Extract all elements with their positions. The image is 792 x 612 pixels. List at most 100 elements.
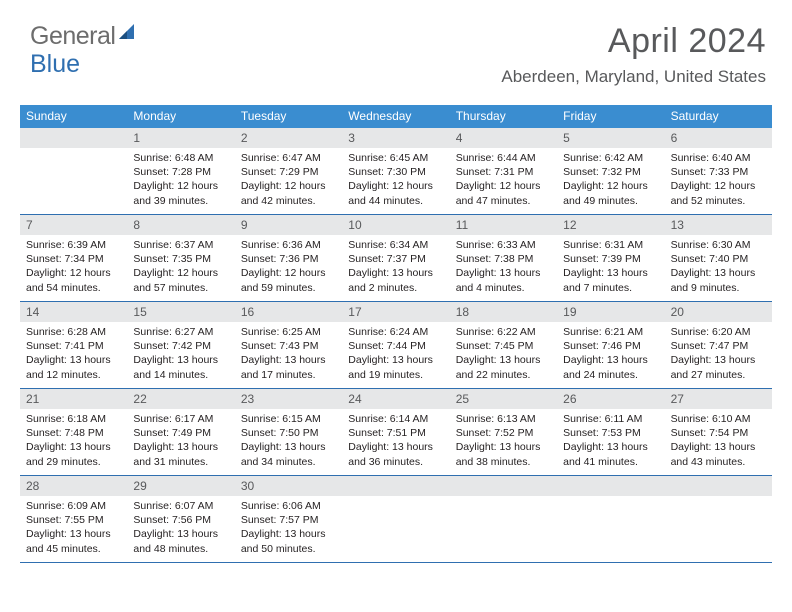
day-number: 16 xyxy=(235,302,342,322)
calendar-day: 10Sunrise: 6:34 AMSunset: 7:37 PMDayligh… xyxy=(342,215,449,301)
daylight-line: Daylight: 13 hours and 36 minutes. xyxy=(348,440,443,468)
day-details: Sunrise: 6:30 AMSunset: 7:40 PMDaylight:… xyxy=(665,235,772,301)
day-details: Sunrise: 6:09 AMSunset: 7:55 PMDaylight:… xyxy=(20,496,127,562)
calendar-day: 30Sunrise: 6:06 AMSunset: 7:57 PMDayligh… xyxy=(235,476,342,562)
day-number: 25 xyxy=(450,389,557,409)
calendar-day: 20Sunrise: 6:20 AMSunset: 7:47 PMDayligh… xyxy=(665,302,772,388)
day-number: 12 xyxy=(557,215,664,235)
daylight-line: Daylight: 13 hours and 45 minutes. xyxy=(26,527,121,555)
day-number: 22 xyxy=(127,389,234,409)
day-number: 27 xyxy=(665,389,772,409)
sunset-line: Sunset: 7:32 PM xyxy=(563,165,658,179)
day-number: 23 xyxy=(235,389,342,409)
calendar-day: 14Sunrise: 6:28 AMSunset: 7:41 PMDayligh… xyxy=(20,302,127,388)
sunrise-line: Sunrise: 6:40 AM xyxy=(671,151,766,165)
day-number: 2 xyxy=(235,128,342,148)
sunset-line: Sunset: 7:33 PM xyxy=(671,165,766,179)
weekday-header: Wednesday xyxy=(342,105,449,128)
day-details: Sunrise: 6:37 AMSunset: 7:35 PMDaylight:… xyxy=(127,235,234,301)
sunrise-line: Sunrise: 6:11 AM xyxy=(563,412,658,426)
day-details: Sunrise: 6:39 AMSunset: 7:34 PMDaylight:… xyxy=(20,235,127,301)
day-details: Sunrise: 6:45 AMSunset: 7:30 PMDaylight:… xyxy=(342,148,449,214)
daylight-line: Daylight: 13 hours and 24 minutes. xyxy=(563,353,658,381)
daylight-line: Daylight: 13 hours and 29 minutes. xyxy=(26,440,121,468)
calendar-day: 22Sunrise: 6:17 AMSunset: 7:49 PMDayligh… xyxy=(127,389,234,475)
title-block: April 2024 Aberdeen, Maryland, United St… xyxy=(501,22,766,87)
day-details xyxy=(20,148,127,208)
logo-sail-icon xyxy=(117,22,139,44)
daylight-line: Daylight: 12 hours and 49 minutes. xyxy=(563,179,658,207)
sunset-line: Sunset: 7:31 PM xyxy=(456,165,551,179)
calendar-day: 15Sunrise: 6:27 AMSunset: 7:42 PMDayligh… xyxy=(127,302,234,388)
sunset-line: Sunset: 7:38 PM xyxy=(456,252,551,266)
sunrise-line: Sunrise: 6:17 AM xyxy=(133,412,228,426)
calendar-day: 8Sunrise: 6:37 AMSunset: 7:35 PMDaylight… xyxy=(127,215,234,301)
calendar-day: 21Sunrise: 6:18 AMSunset: 7:48 PMDayligh… xyxy=(20,389,127,475)
day-number xyxy=(665,476,772,496)
header: General April 2024 Aberdeen, Maryland, U… xyxy=(0,0,792,91)
sunset-line: Sunset: 7:28 PM xyxy=(133,165,228,179)
weekday-header: Sunday xyxy=(20,105,127,128)
sunset-line: Sunset: 7:36 PM xyxy=(241,252,336,266)
day-number xyxy=(450,476,557,496)
daylight-line: Daylight: 13 hours and 19 minutes. xyxy=(348,353,443,381)
calendar-day: 28Sunrise: 6:09 AMSunset: 7:55 PMDayligh… xyxy=(20,476,127,562)
sunset-line: Sunset: 7:56 PM xyxy=(133,513,228,527)
day-details xyxy=(450,496,557,556)
sunrise-line: Sunrise: 6:39 AM xyxy=(26,238,121,252)
daylight-line: Daylight: 13 hours and 34 minutes. xyxy=(241,440,336,468)
sunset-line: Sunset: 7:48 PM xyxy=(26,426,121,440)
sunset-line: Sunset: 7:55 PM xyxy=(26,513,121,527)
location-label: Aberdeen, Maryland, United States xyxy=(501,67,766,87)
sunset-line: Sunset: 7:49 PM xyxy=(133,426,228,440)
sunset-line: Sunset: 7:45 PM xyxy=(456,339,551,353)
week-row: 1Sunrise: 6:48 AMSunset: 7:28 PMDaylight… xyxy=(20,128,772,215)
weekday-header: Thursday xyxy=(450,105,557,128)
daylight-line: Daylight: 13 hours and 22 minutes. xyxy=(456,353,551,381)
day-number: 10 xyxy=(342,215,449,235)
sunrise-line: Sunrise: 6:28 AM xyxy=(26,325,121,339)
calendar-day: 18Sunrise: 6:22 AMSunset: 7:45 PMDayligh… xyxy=(450,302,557,388)
day-details: Sunrise: 6:27 AMSunset: 7:42 PMDaylight:… xyxy=(127,322,234,388)
sunrise-line: Sunrise: 6:06 AM xyxy=(241,499,336,513)
calendar-day-empty xyxy=(450,476,557,562)
day-number xyxy=(557,476,664,496)
sunset-line: Sunset: 7:42 PM xyxy=(133,339,228,353)
weekday-header: Friday xyxy=(557,105,664,128)
daylight-line: Daylight: 13 hours and 50 minutes. xyxy=(241,527,336,555)
week-row: 28Sunrise: 6:09 AMSunset: 7:55 PMDayligh… xyxy=(20,476,772,563)
calendar-day: 6Sunrise: 6:40 AMSunset: 7:33 PMDaylight… xyxy=(665,128,772,214)
calendar-day: 19Sunrise: 6:21 AMSunset: 7:46 PMDayligh… xyxy=(557,302,664,388)
sunrise-line: Sunrise: 6:13 AM xyxy=(456,412,551,426)
sunrise-line: Sunrise: 6:15 AM xyxy=(241,412,336,426)
sunrise-line: Sunrise: 6:22 AM xyxy=(456,325,551,339)
sunrise-line: Sunrise: 6:47 AM xyxy=(241,151,336,165)
calendar-day: 5Sunrise: 6:42 AMSunset: 7:32 PMDaylight… xyxy=(557,128,664,214)
daylight-line: Daylight: 13 hours and 14 minutes. xyxy=(133,353,228,381)
sunrise-line: Sunrise: 6:10 AM xyxy=(671,412,766,426)
daylight-line: Daylight: 13 hours and 12 minutes. xyxy=(26,353,121,381)
calendar-day-empty xyxy=(665,476,772,562)
sunrise-line: Sunrise: 6:25 AM xyxy=(241,325,336,339)
calendar-day: 16Sunrise: 6:25 AMSunset: 7:43 PMDayligh… xyxy=(235,302,342,388)
calendar-day: 13Sunrise: 6:30 AMSunset: 7:40 PMDayligh… xyxy=(665,215,772,301)
day-details: Sunrise: 6:44 AMSunset: 7:31 PMDaylight:… xyxy=(450,148,557,214)
day-number: 19 xyxy=(557,302,664,322)
daylight-line: Daylight: 13 hours and 41 minutes. xyxy=(563,440,658,468)
day-details: Sunrise: 6:28 AMSunset: 7:41 PMDaylight:… xyxy=(20,322,127,388)
daylight-line: Daylight: 12 hours and 54 minutes. xyxy=(26,266,121,294)
day-number: 17 xyxy=(342,302,449,322)
calendar-day: 9Sunrise: 6:36 AMSunset: 7:36 PMDaylight… xyxy=(235,215,342,301)
sunrise-line: Sunrise: 6:37 AM xyxy=(133,238,228,252)
day-number: 20 xyxy=(665,302,772,322)
day-details: Sunrise: 6:22 AMSunset: 7:45 PMDaylight:… xyxy=(450,322,557,388)
day-details xyxy=(665,496,772,556)
logo-line2: Blue xyxy=(30,50,80,79)
daylight-line: Daylight: 12 hours and 59 minutes. xyxy=(241,266,336,294)
day-details: Sunrise: 6:33 AMSunset: 7:38 PMDaylight:… xyxy=(450,235,557,301)
day-details: Sunrise: 6:06 AMSunset: 7:57 PMDaylight:… xyxy=(235,496,342,562)
logo-text-general: General xyxy=(30,22,115,51)
day-details: Sunrise: 6:11 AMSunset: 7:53 PMDaylight:… xyxy=(557,409,664,475)
daylight-line: Daylight: 13 hours and 38 minutes. xyxy=(456,440,551,468)
sunset-line: Sunset: 7:30 PM xyxy=(348,165,443,179)
